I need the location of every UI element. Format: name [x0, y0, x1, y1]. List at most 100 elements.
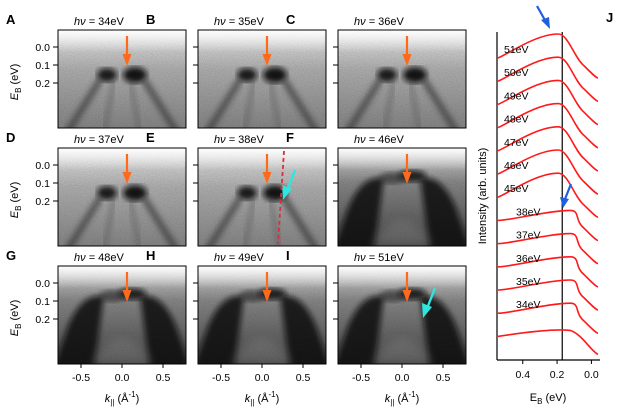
edc-curve	[497, 279, 599, 311]
edc-curve-label: 46eV	[504, 160, 529, 172]
y-axis-label: EB (eV)	[9, 300, 23, 337]
y-tick-label: 0.1	[35, 296, 50, 308]
arpes-intensity-map	[198, 148, 326, 246]
edc-curve-label: 49eV	[504, 90, 529, 102]
panel-j-label: J	[606, 10, 613, 25]
edc-curve	[497, 172, 599, 218]
y-tick-label: 0.0	[35, 42, 50, 54]
x-tick-label: -0.5	[72, 372, 90, 384]
edc-curve-label: 47eV	[504, 137, 529, 149]
x-tick-label: 0.5	[296, 372, 311, 384]
panel-label: I	[286, 248, 290, 263]
cut-dashed-line	[277, 150, 285, 245]
edc-curve	[497, 255, 599, 288]
x-axis-label: k|| (Å-1)	[385, 390, 420, 407]
x-tick-label: 0.0	[255, 372, 270, 384]
orange-arrow	[122, 36, 132, 66]
orange-arrow	[402, 36, 412, 66]
panel-frame	[337, 29, 467, 129]
edc-curve	[497, 33, 599, 79]
panel-label: G	[6, 248, 16, 263]
edc-curve	[497, 232, 599, 265]
y-axis-label: EB (eV)	[9, 182, 23, 219]
x-tick-label: 0.5	[436, 372, 451, 384]
photon-energy-label: hν = 34eV	[74, 16, 125, 28]
y-tick-label: 0.2	[35, 196, 50, 208]
arpes-intensity-map	[198, 266, 326, 364]
x-tick-label: -0.5	[352, 372, 370, 384]
photon-energy-label: hν = 49eV	[214, 252, 265, 264]
y-tick-label: 0.0	[35, 160, 50, 172]
x-axis-label: k|| (Å-1)	[245, 390, 280, 407]
panel-label: F	[286, 130, 294, 145]
panel-label: C	[286, 12, 296, 27]
y-tick-label: 0.2	[35, 78, 50, 90]
y-tick-label: 0.0	[35, 278, 50, 290]
x-tick-label: 0.5	[156, 372, 171, 384]
x-tick-label: 0.0	[395, 372, 410, 384]
panel-j-x-tick-label: 0.4	[515, 369, 530, 381]
arpes-intensity-map	[58, 30, 186, 128]
edc-curve	[497, 102, 599, 149]
blue-arrow-lower	[560, 183, 573, 208]
panel-j-x-ticks: 0.4 0.2 0.0	[515, 360, 599, 381]
edc-curve-label: 34eV	[516, 299, 541, 311]
panel-label: B	[146, 12, 155, 27]
arpes-intensity-map	[198, 30, 326, 128]
orange-arrow	[262, 154, 272, 184]
cyan-arrow	[282, 169, 297, 200]
photon-energy-label: hν = 46eV	[354, 134, 405, 146]
photon-energy-label: hν = 35eV	[214, 16, 265, 28]
orange-arrow	[122, 154, 132, 184]
orange-arrow	[122, 272, 132, 302]
arpes-intensity-map	[58, 266, 186, 364]
edc-curve-label: 38eV	[516, 206, 541, 218]
edc-curve-label: 48eV	[504, 114, 529, 126]
arpes-intensity-map	[338, 148, 466, 246]
panel-frame	[197, 29, 327, 129]
y-axis-label: EB (eV)	[9, 64, 23, 101]
orange-arrow	[262, 272, 272, 302]
y-tick-label: 0.2	[35, 314, 50, 326]
panel-j-curves	[497, 33, 599, 356]
orange-arrow	[402, 154, 412, 184]
edc-curve-label: 45eV	[504, 183, 529, 195]
edc-curve-label: 35eV	[516, 276, 541, 288]
edc-curve	[497, 302, 599, 334]
panel-label: E	[146, 130, 155, 145]
y-tick-label: 0.1	[35, 60, 50, 72]
photon-energy-label: hν = 38eV	[214, 134, 265, 146]
edc-curve	[497, 56, 599, 102]
y-tick-label: 0.1	[35, 178, 50, 190]
panel-label: H	[146, 248, 155, 263]
blue-arrow-upper	[536, 5, 550, 29]
panel-frame	[57, 147, 187, 247]
edc-curve	[497, 329, 599, 356]
panel-frame	[197, 147, 327, 247]
panel-j-x-tick-label: 0.0	[584, 369, 599, 381]
x-axis-label: k|| (Å-1)	[105, 390, 140, 407]
photon-energy-label: hν = 51eV	[354, 252, 405, 264]
arpes-intensity-map	[338, 266, 466, 364]
panel-frame	[337, 147, 467, 247]
panel-j-curve-labels: 51eV 50eV 49eV 48eV 47eV 46eV 45eV 38eV 37eV 36eV…	[504, 44, 541, 311]
orange-arrow	[402, 272, 412, 302]
x-tick-label: -0.5	[212, 372, 230, 384]
arpes-intensity-map	[58, 148, 186, 246]
edc-curve	[497, 149, 599, 195]
edc-curve-label: 50eV	[504, 67, 529, 79]
edc-curve-label: 37eV	[516, 230, 541, 242]
edc-curve-label: 51eV	[504, 44, 529, 56]
photon-energy-label: hν = 36eV	[354, 16, 405, 28]
edc-curve-label: 36eV	[516, 253, 541, 265]
